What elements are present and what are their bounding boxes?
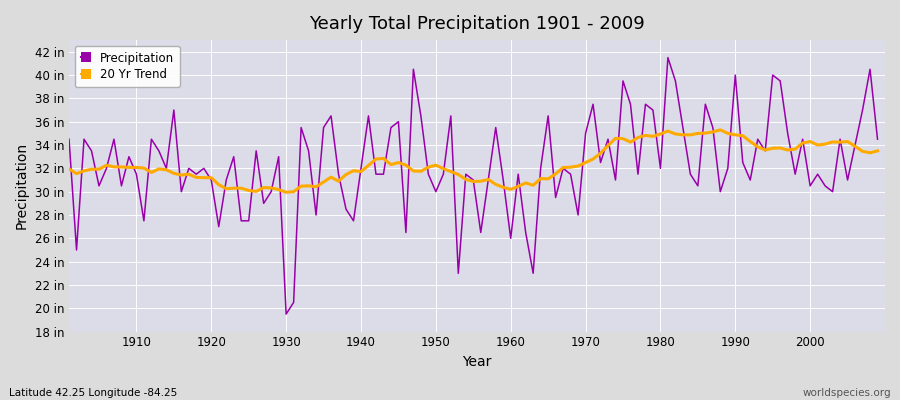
Y-axis label: Precipitation: Precipitation: [15, 142, 29, 230]
Text: worldspecies.org: worldspecies.org: [803, 388, 891, 398]
Text: Latitude 42.25 Longitude -84.25: Latitude 42.25 Longitude -84.25: [9, 388, 177, 398]
Title: Yearly Total Precipitation 1901 - 2009: Yearly Total Precipitation 1901 - 2009: [309, 15, 645, 33]
Legend: Precipitation, 20 Yr Trend: Precipitation, 20 Yr Trend: [75, 46, 180, 87]
X-axis label: Year: Year: [463, 355, 491, 369]
